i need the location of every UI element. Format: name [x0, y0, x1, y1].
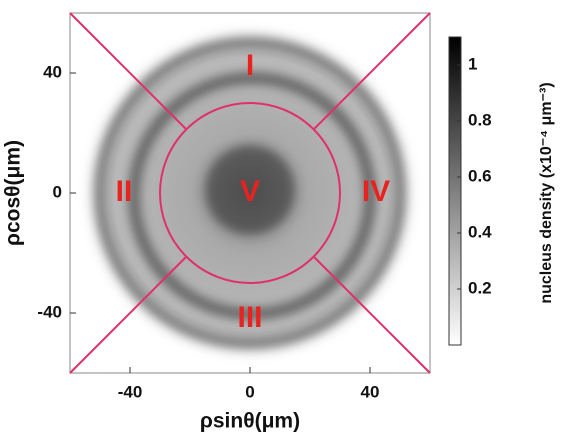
region-divider [69, 12, 188, 131]
colorbar-tick-label: 0.2 [468, 278, 492, 297]
colorbar-tick-label: 1 [468, 54, 477, 73]
x-tick-label: 40 [361, 382, 380, 401]
region-divider [312, 12, 431, 131]
y-axis-label: ρcosθ(μm) [2, 140, 25, 246]
region-label: IV [362, 175, 390, 208]
region-divider [69, 255, 188, 374]
region-label: V [240, 175, 260, 208]
density-ring [94, 37, 406, 349]
x-tick-label: -40 [118, 382, 143, 401]
colorbar [448, 36, 462, 346]
x-tick-label: 0 [245, 382, 254, 401]
region-label: II [116, 175, 133, 208]
colorbar-tick-label: 0.6 [468, 166, 492, 185]
region-divider [312, 255, 431, 374]
region-label: I [246, 49, 254, 82]
y-tick-label: -40 [37, 302, 62, 321]
region-boundary [159, 102, 341, 284]
region-label: III [237, 301, 262, 334]
density-ring [128, 72, 376, 320]
colorbar-tick-label: 0.8 [468, 110, 492, 129]
y-tick-label: 0 [53, 182, 62, 201]
colorbar-label: nucleus density (x10⁻⁴ μm⁻³) [538, 82, 555, 303]
y-tick-label: 40 [43, 62, 62, 81]
x-axis-label: ρsinθ(μm) [200, 410, 300, 433]
density-core [205, 145, 295, 235]
colorbar-tick-label: 0.4 [468, 222, 492, 241]
